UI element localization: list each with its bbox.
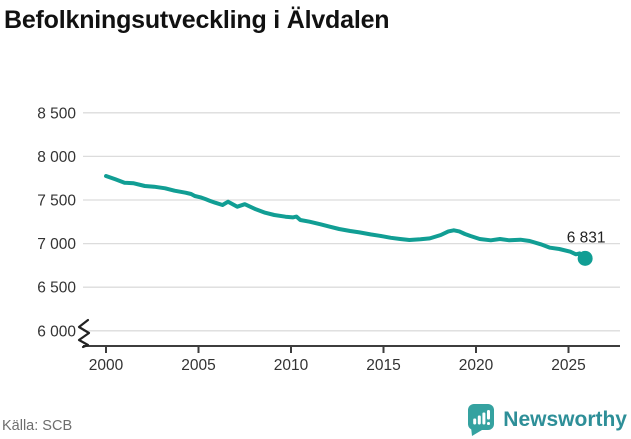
y-tick-label: 8 500 xyxy=(37,105,76,122)
chart-title: Befolkningsutveckling i Älvdalen xyxy=(4,6,390,34)
x-tick-label: 2020 xyxy=(459,357,494,374)
y-tick-label: 6 500 xyxy=(37,280,76,297)
latest-value-label: 6 831 xyxy=(567,229,606,246)
y-axis-labels: 8 500 8 000 7 500 7 000 6 500 6 000 xyxy=(37,105,76,340)
y-tick-label: 6 000 xyxy=(37,323,76,340)
x-axis: 2000 2005 2010 2015 2020 2025 xyxy=(83,345,620,374)
x-tick-label: 2000 xyxy=(89,357,124,374)
x-tick-label: 2010 xyxy=(274,357,309,374)
latest-value-dot xyxy=(577,250,593,266)
axis-break-icon xyxy=(77,318,91,349)
population-series-line xyxy=(104,174,588,261)
newsworthy-logo[interactable]: Newsworthy xyxy=(467,403,627,436)
newsworthy-logo-text: Newsworthy xyxy=(503,407,627,431)
y-tick-label: 8 000 xyxy=(37,149,76,166)
x-tick-label: 2025 xyxy=(551,357,585,374)
source-caption: Källa: SCB xyxy=(2,418,73,434)
bar-chart-speech-bubble-icon xyxy=(468,404,495,436)
x-tick-label: 2005 xyxy=(181,357,215,374)
gridlines xyxy=(83,112,620,332)
x-tick-label: 2015 xyxy=(366,357,400,374)
y-tick-label: 7 500 xyxy=(37,193,76,210)
y-tick-label: 7 000 xyxy=(37,236,76,253)
